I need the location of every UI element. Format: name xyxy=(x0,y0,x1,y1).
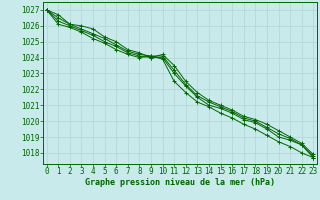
X-axis label: Graphe pression niveau de la mer (hPa): Graphe pression niveau de la mer (hPa) xyxy=(85,178,275,187)
